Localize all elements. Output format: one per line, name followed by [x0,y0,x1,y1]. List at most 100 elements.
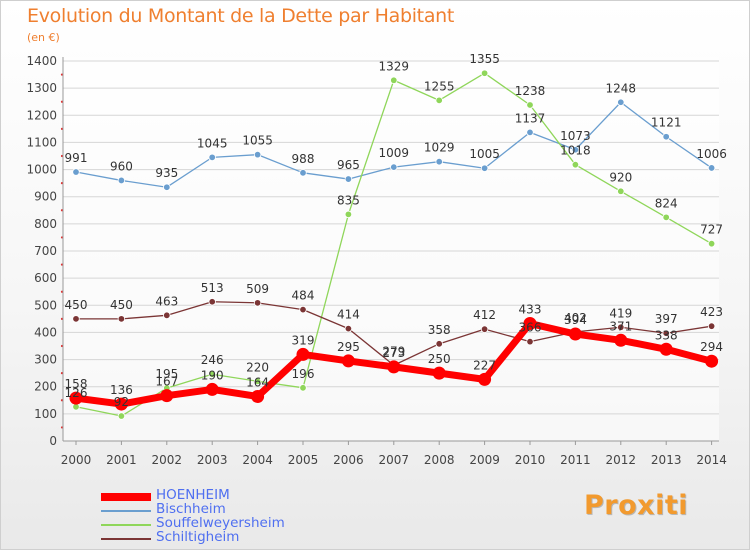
y-tick-label: 500 [34,298,57,312]
data-label: 412 [473,308,496,322]
data-label: 227 [473,358,496,372]
data-label: 1005 [469,147,500,161]
data-label: 960 [110,159,133,173]
data-label: 450 [110,298,133,312]
data-label: 158 [65,377,88,391]
data-label: 419 [609,306,632,320]
x-tick-label: 2003 [197,453,228,467]
data-label: 433 [519,302,542,316]
data-point [435,340,443,348]
data-point [435,157,443,166]
data-point [205,382,219,396]
data-label: 126 [65,386,88,400]
data-label: 1137 [515,111,546,125]
data-label: 136 [110,383,133,397]
data-label: 484 [292,289,315,303]
x-tick-label: 2014 [696,453,727,467]
data-point [341,354,355,368]
data-point [707,239,716,248]
y-tick-label: 0 [49,434,57,448]
y-tick-label: 100 [34,407,57,421]
data-label: 196 [292,367,315,381]
legend-swatch [101,510,151,512]
data-label: 1073 [560,129,591,143]
series-hoenheim [69,316,719,411]
data-point [480,164,489,172]
data-label: 92 [114,395,129,409]
data-label: 295 [337,340,360,354]
x-tick-label: 2009 [469,453,500,467]
data-point [344,324,353,333]
x-tick-label: 2000 [61,453,92,467]
data-label: 463 [155,294,178,308]
legend-label: Bischheim [156,501,226,517]
labels-souffelweyersheim: 126 92 195 246 220 196 835 1329 1255 1355 1238 1018… [65,52,724,409]
data-point [390,163,398,171]
plot-area [63,57,719,441]
data-point [432,366,446,380]
data-label: 414 [337,308,360,322]
data-point [571,146,580,154]
y-tick-label: 300 [34,353,57,367]
data-label: 965 [337,158,360,172]
data-point [208,298,216,306]
data-point [299,169,307,177]
data-label: 1045 [197,136,228,150]
data-point [296,347,310,361]
y-tick-label: 1100 [26,135,57,149]
data-point [707,322,716,330]
data-point [117,315,126,323]
data-label: 1121 [651,116,682,130]
y-tick-label: 700 [34,244,57,258]
data-point [253,377,262,385]
data-point [662,329,670,337]
data-point [571,160,580,169]
data-point [387,360,401,374]
x-tick-label: 2013 [651,453,682,467]
data-point [114,397,128,411]
data-label: 164 [246,375,269,389]
data-label: 338 [655,328,678,342]
data-label: 935 [155,166,178,180]
data-point [163,183,171,191]
series-souffelweyersheim [72,69,716,420]
y-tick-label: 1400 [26,54,57,68]
data-label: 250 [428,352,451,366]
unit-label: (en €) [27,31,60,44]
data-point [662,213,670,222]
y-tick-label: 1000 [26,163,57,177]
data-point [117,176,126,185]
y-tick-label: 400 [34,325,57,339]
data-point [160,389,174,403]
data-point [526,337,534,346]
x-tick-label: 2006 [333,453,364,467]
data-label: 988 [292,152,315,166]
data-point [163,311,171,320]
data-point [480,325,489,333]
x-tick-label: 2005 [288,453,319,467]
data-point [617,187,625,195]
data-label: 824 [655,196,678,210]
series-bischheim [72,98,716,191]
data-label: 423 [700,305,723,319]
x-tick-label: 2007 [379,453,410,467]
data-label: 920 [609,170,632,184]
proxiti-logo: Proxiti [584,490,688,521]
x-tick-label: 2012 [606,453,637,467]
data-label: 394 [564,313,587,327]
data-point [707,164,716,172]
data-label: 397 [655,312,678,326]
x-tick-label: 2011 [560,453,591,467]
x-tick-label: 2001 [106,453,137,467]
data-label: 246 [201,353,224,367]
data-point [617,98,625,106]
data-label: 319 [292,333,315,347]
data-point [251,389,265,403]
legend-swatch [101,538,151,540]
data-label: 991 [65,151,88,165]
data-point [344,210,353,219]
data-point [568,327,582,341]
data-point [253,299,262,307]
data-point [617,323,625,331]
